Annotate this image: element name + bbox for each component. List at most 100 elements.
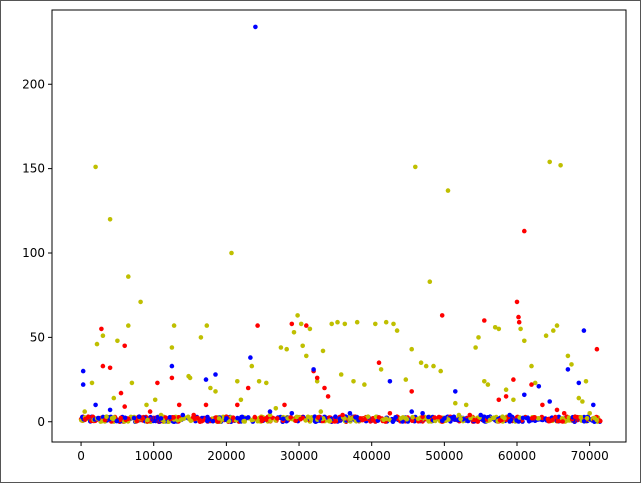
y-tick-label: 150 [22, 162, 45, 176]
scatter-point-yellow [314, 379, 320, 384]
scatter-point-red [572, 414, 578, 420]
scatter-point-blue [180, 412, 186, 418]
baseline-point [259, 418, 265, 424]
scatter-point-yellow [82, 409, 87, 414]
scatter-point-red [409, 389, 415, 394]
scatter-point-red [420, 414, 425, 420]
baseline-point [188, 418, 194, 424]
baseline-point [249, 417, 255, 423]
baseline-point [320, 416, 326, 421]
scatter-point-blue [409, 409, 415, 414]
scatter-point-yellow [111, 395, 117, 401]
scatter-point-yellow [423, 363, 429, 369]
scatter-point-red [118, 390, 124, 396]
scatter-point-yellow [235, 379, 240, 384]
baseline-point [393, 415, 398, 420]
scatter-point-yellow [532, 380, 538, 386]
scatter-point-yellow [187, 375, 193, 381]
scatter-point-yellow [394, 328, 400, 333]
scatter-point-blue [581, 328, 587, 333]
x-tick-label: 70000 [571, 449, 609, 463]
scatter-point-red [529, 382, 534, 387]
scatter-point-yellow [547, 159, 552, 165]
baseline-point [524, 415, 530, 421]
baseline-point [487, 417, 493, 423]
baseline-point [206, 417, 212, 422]
scatter-point-yellow [144, 402, 149, 408]
baseline-point [560, 419, 565, 424]
scatter-point-yellow [522, 338, 527, 344]
scatter-point-yellow [338, 372, 344, 377]
scatter-point-blue [203, 377, 209, 382]
scatter-point-yellow [304, 353, 309, 359]
y-tick-label: 50 [30, 330, 45, 344]
scatter-point-blue [333, 414, 338, 420]
baseline-point [390, 419, 396, 425]
scatter-point-red [561, 411, 567, 416]
scatter-point-yellow [378, 367, 384, 372]
scatter-point-blue [591, 402, 596, 408]
scatter-point-yellow [529, 363, 534, 369]
baseline-point [578, 415, 584, 420]
scatter-point-red [122, 404, 127, 409]
scatter-point-red [522, 228, 527, 234]
scatter-point-red [245, 385, 251, 391]
scatter-point-red [496, 397, 502, 403]
scatter-point-red [99, 326, 104, 332]
scatter-point-yellow [383, 319, 389, 325]
x-tick-label: 40000 [353, 449, 391, 463]
baseline-point [111, 415, 117, 420]
scatter-point-red [376, 360, 382, 366]
scatter-point-blue [347, 411, 353, 416]
baseline-point [252, 414, 258, 420]
scatter-point-red [86, 414, 91, 420]
baseline-point [114, 418, 120, 424]
baseline-point [545, 416, 551, 422]
scatter-point-red [387, 411, 393, 416]
scatter-point-yellow [496, 326, 502, 332]
scatter-point-blue [387, 379, 393, 384]
scatter-point-blue [213, 372, 218, 377]
scatter-point-yellow [476, 335, 481, 340]
scatter-point-blue [547, 399, 552, 404]
baseline-point [555, 418, 561, 424]
baseline-point [426, 414, 431, 420]
scatter-point-red [289, 321, 295, 327]
baseline-point [118, 415, 124, 421]
x-axis: 0 10000 20000 30000 40000 50000 60000 70000 [77, 442, 609, 463]
baseline-point [210, 418, 216, 424]
baseline-point [185, 414, 191, 420]
baseline-point [171, 415, 176, 420]
scatter-point-red [358, 416, 364, 421]
scatter-point-red [314, 375, 320, 381]
baseline-point [507, 419, 512, 424]
baseline-point [520, 415, 526, 421]
baseline-point [403, 415, 409, 421]
scatter-point-red [147, 409, 153, 414]
scatter-point-yellow [362, 382, 367, 387]
baseline-point [145, 417, 150, 423]
baseline-point [342, 416, 347, 421]
scatter-point-blue [442, 416, 447, 421]
scatter-point-yellow [284, 346, 290, 352]
scatter-point-yellow [329, 321, 335, 327]
scatter-point-red [191, 412, 196, 418]
scatter-point-red [140, 416, 146, 421]
scatter-point-red [511, 377, 516, 382]
scatter-point-red [100, 363, 106, 369]
scatter-point-yellow [543, 333, 549, 339]
scatter-point-red [176, 402, 182, 408]
scatter-point-blue [311, 367, 316, 372]
scatter-point-yellow [492, 325, 498, 330]
scatter-point-yellow [576, 395, 582, 401]
scatter-point-yellow [93, 164, 98, 170]
baseline-point [167, 415, 173, 420]
scatter-point-blue [80, 368, 86, 374]
scatter-point-yellow [518, 326, 523, 332]
scatter-point-yellow [295, 313, 300, 318]
scatter-point-yellow [104, 414, 109, 420]
scatter-point-blue [289, 411, 295, 416]
baseline-point [280, 416, 286, 422]
scatter-point-yellow [138, 299, 143, 305]
scatter-point-yellow [171, 323, 177, 328]
